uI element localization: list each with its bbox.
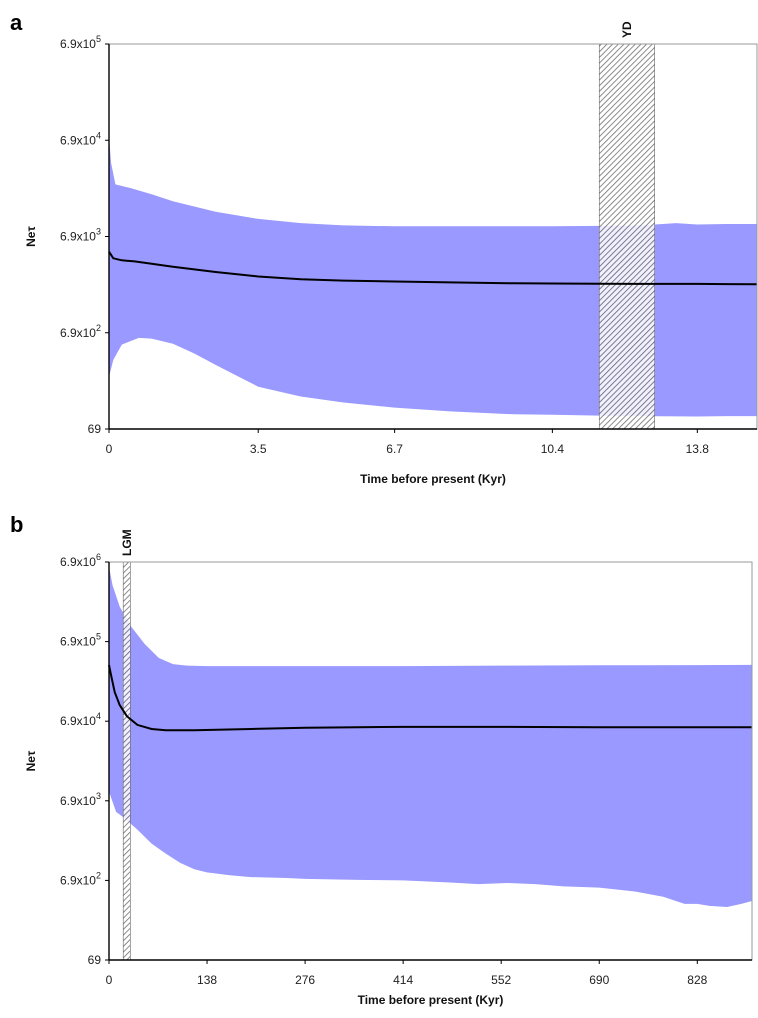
confidence-band xyxy=(109,136,757,417)
x-tick-label: 13.8 xyxy=(686,442,710,456)
x-tick-label: 6.7 xyxy=(386,442,403,456)
shaded-region xyxy=(599,44,655,429)
y-tick-label: 6.9x105 xyxy=(60,34,101,51)
y-tick-label: 69 xyxy=(88,422,102,436)
median-line xyxy=(108,664,752,732)
x-tick-label: 828 xyxy=(687,973,707,987)
y-tick-label: 6.9x102 xyxy=(60,870,101,887)
x-tick-label: 690 xyxy=(589,973,609,987)
chart-panel-b: LGM 69 6.9x102 6.9x103 6.9x104 6.9x105 6.9x106… xyxy=(10,512,753,1007)
shaded-region-label: LGM xyxy=(120,529,134,556)
y-tick-label: 6.9x103 xyxy=(60,791,101,808)
confidence-band xyxy=(109,566,752,907)
x-tick-label: 138 xyxy=(197,973,217,987)
y-tick-label: 6.9x102 xyxy=(60,323,101,340)
y-tick-label: 6.9x104 xyxy=(60,711,101,728)
y-tick-label: 6.9x105 xyxy=(60,632,101,649)
shaded-region-label: YD xyxy=(620,21,634,38)
y-axis-label: Neτ xyxy=(24,750,38,771)
y-tick-label: 6.9x106 xyxy=(60,552,101,569)
x-tick-label: 414 xyxy=(393,973,413,987)
x-tick-label: 276 xyxy=(295,973,315,987)
chart-panel-a: YD 69 6.9x102 6.9x103 6.9x104 6.9x105 0 3.5 6.7 1… xyxy=(10,10,758,486)
y-tick-label: 6.9x104 xyxy=(60,130,101,147)
panel-label: b xyxy=(10,512,23,537)
shaded-region xyxy=(123,562,131,960)
x-tick-label: 3.5 xyxy=(250,442,267,456)
y-axis-label: Neτ xyxy=(24,226,38,247)
median-line xyxy=(108,251,758,286)
x-tick-label: 10.4 xyxy=(541,442,565,456)
y-tick-label: 6.9x103 xyxy=(60,227,101,244)
x-axis-label: Time before present (Kyr) xyxy=(358,993,504,1007)
y-tick-label: 69 xyxy=(88,953,102,967)
x-tick-label: 0 xyxy=(106,973,113,987)
x-tick-label: 552 xyxy=(491,973,511,987)
panel-label: a xyxy=(10,10,23,35)
x-axis-label: Time before present (Kyr) xyxy=(360,472,506,486)
x-tick-label: 0 xyxy=(106,442,113,456)
